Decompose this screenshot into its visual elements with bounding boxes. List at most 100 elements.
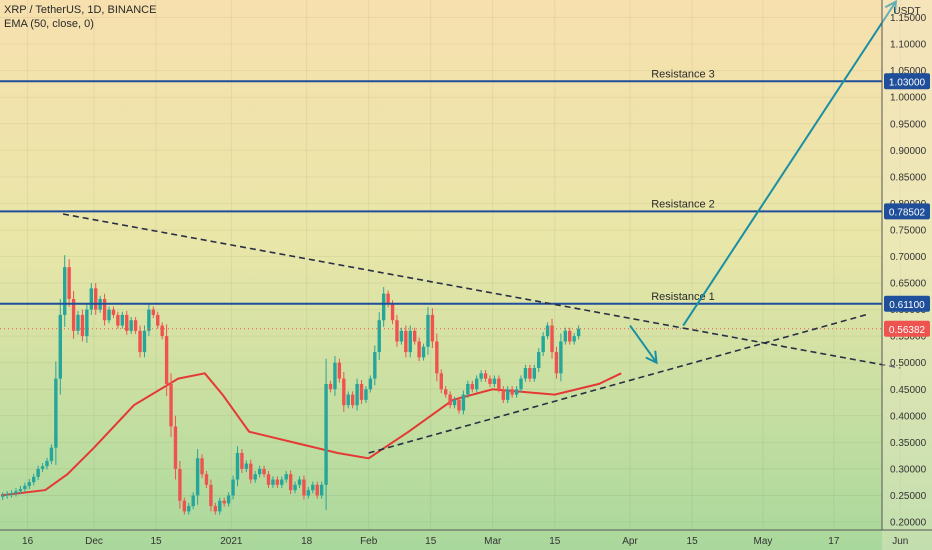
candle (1, 492, 5, 500)
candle-body (337, 362, 342, 379)
candle-body (572, 336, 576, 342)
candle (58, 298, 62, 395)
candle-body (350, 394, 355, 406)
candle-body (475, 378, 479, 390)
candle (222, 497, 226, 507)
candle-body (417, 341, 421, 358)
candle (226, 492, 231, 507)
candle-body (559, 341, 563, 374)
candle-body (576, 328, 581, 337)
candle-body (377, 320, 381, 353)
candle (514, 386, 519, 398)
resistance-label: Resistance 3 (651, 68, 715, 80)
candle (541, 332, 545, 357)
candle (337, 358, 342, 383)
candle (421, 343, 426, 361)
candle-body (23, 485, 27, 490)
candle-body (18, 489, 23, 492)
candle (288, 470, 293, 495)
resistance-label: Resistance 1 (651, 291, 715, 303)
candle (497, 375, 501, 393)
candle-body (116, 314, 120, 326)
candle (164, 324, 169, 396)
candle-body (457, 399, 461, 411)
candle (178, 460, 182, 509)
candle (528, 364, 532, 382)
candle (147, 304, 151, 337)
candle-body (54, 378, 58, 448)
price-tick-label: 0.90000 (890, 146, 927, 157)
candle (293, 481, 297, 494)
candle-body (554, 352, 559, 374)
candle (488, 375, 492, 388)
candle-body (120, 314, 125, 326)
candle-body (333, 362, 337, 390)
candle-body (364, 389, 368, 400)
price-tick-label: 0.85000 (890, 172, 927, 183)
candle (209, 479, 213, 512)
candle (315, 481, 319, 499)
candle-body (315, 484, 319, 496)
candle-body (412, 330, 417, 342)
candle-body (80, 314, 85, 337)
candle-body (328, 383, 333, 390)
candle (125, 310, 129, 335)
candle (54, 361, 58, 465)
price-tick-label: 1.00000 (890, 93, 927, 104)
candle (492, 375, 497, 388)
candle (435, 333, 439, 382)
candle-body (497, 378, 501, 390)
candle-body (492, 378, 497, 384)
price-tick-label: 1.05000 (890, 66, 927, 77)
candle (195, 448, 200, 505)
resistance-label: Resistance 2 (651, 198, 715, 210)
candle (395, 314, 399, 347)
candle (40, 463, 45, 473)
candle-body (36, 468, 40, 477)
price-badge (884, 203, 930, 220)
candle (187, 502, 191, 515)
candle (23, 482, 27, 493)
candle-body (421, 346, 426, 358)
candle (342, 371, 346, 412)
candle (120, 311, 125, 329)
resistance-levels: Resistance 3 Resistance 2 Resistance 1 (0, 68, 882, 330)
currency-label: USDT (893, 6, 920, 17)
candle-body (506, 389, 510, 400)
candle-body (368, 378, 373, 390)
price-badge-label: 0.61100 (889, 300, 925, 311)
candle (568, 327, 572, 345)
arrow-shaft (629, 324, 658, 364)
candle-body (528, 368, 532, 379)
candle-body (306, 490, 311, 496)
candle-body (32, 476, 36, 483)
candle-body (381, 293, 386, 321)
price-tick-label: 0.50000 (890, 358, 927, 369)
candle (284, 471, 288, 483)
time-tick-label: May (754, 536, 773, 547)
indicator-legend: EMA (50, close, 0) (4, 18, 94, 30)
time-tick-label: 2021 (220, 536, 243, 547)
candle-body (226, 495, 231, 504)
candle-body (235, 452, 240, 480)
candle (45, 457, 49, 470)
candle-body (510, 389, 514, 395)
candle (470, 380, 474, 393)
candle-body (355, 383, 359, 406)
candle (5, 491, 9, 499)
arrow-shaft (682, 1, 897, 327)
price-tick-label: 0.45000 (890, 385, 927, 396)
candle-body (435, 341, 439, 374)
candle (275, 476, 280, 489)
candle-body (319, 484, 324, 496)
price-badge-label: 1.03000 (889, 77, 926, 88)
candle-body (231, 479, 235, 496)
candle-body (514, 389, 519, 395)
candle (213, 502, 218, 515)
candle-body (213, 506, 218, 512)
candle-body (160, 325, 164, 337)
price-axis-panel (882, 0, 932, 550)
candle (572, 332, 576, 345)
candle-body (311, 484, 315, 491)
